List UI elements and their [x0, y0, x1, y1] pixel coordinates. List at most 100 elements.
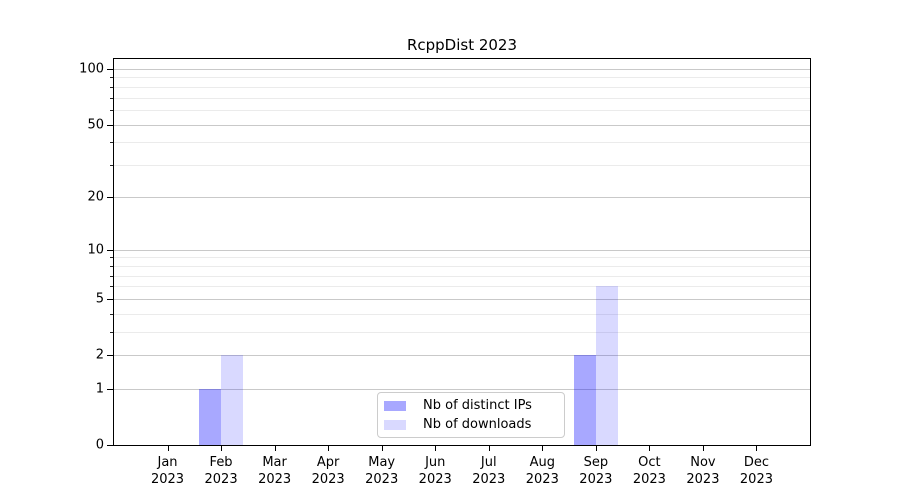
x-tick-month: Nov [690, 455, 716, 470]
chart-title: RcppDist 2023 [406, 36, 518, 54]
bar-downloads-feb [221, 355, 244, 445]
y-tick-label: 5 [95, 291, 104, 307]
x-tick-year: 2023 [686, 472, 720, 487]
x-tick-year: 2023 [258, 472, 292, 487]
x-tick-month: Jan [157, 455, 178, 470]
gridline-major [114, 249, 810, 251]
x-tick-month: May [368, 455, 396, 470]
y-tick-label: 10 [87, 242, 104, 258]
gridline-minor [114, 77, 810, 79]
x-tick-month: Jun [425, 455, 446, 470]
x-tick-month: Sep [583, 455, 609, 470]
x-tick-year: 2023 [418, 472, 452, 487]
gridline-minor [114, 275, 810, 277]
y-tick-mark [107, 388, 114, 390]
x-tick-month: Jul [480, 455, 497, 470]
gridline-minor [114, 165, 810, 167]
x-tick-month: Mar [262, 455, 287, 470]
y-tick-label: 50 [87, 117, 104, 133]
x-tick-mark [381, 446, 383, 451]
y-minor-tick-mark [110, 77, 114, 79]
gridline-major [114, 298, 810, 300]
legend: Nb of distinct IPs Nb of downloads [377, 392, 565, 438]
x-tick-label: Mar 2023 [243, 454, 307, 488]
x-tick-label: Oct 2023 [617, 454, 681, 488]
gridline-minor [114, 332, 810, 334]
y-tick-label: 100 [79, 61, 104, 77]
gridline-minor [114, 313, 810, 315]
x-tick-label: Apr 2023 [296, 454, 360, 488]
y-minor-tick-mark [110, 265, 114, 267]
y-minor-tick-mark [110, 109, 114, 111]
x-tick-year: 2023 [579, 472, 613, 487]
y-minor-tick-mark [110, 275, 114, 277]
y-minor-tick-mark [110, 332, 114, 334]
x-tick-label: May 2023 [350, 454, 414, 488]
gridline-major [114, 355, 810, 357]
legend-swatch-distinct-ips [384, 400, 406, 411]
x-tick-month: Dec [743, 455, 770, 470]
x-tick-mark [221, 446, 223, 451]
y-minor-tick-mark [110, 86, 114, 88]
x-tick-mark [167, 446, 169, 451]
x-tick-month: Oct [638, 455, 661, 470]
legend-item-distinct-ips: Nb of distinct IPs [384, 396, 564, 415]
x-tick-mark [435, 446, 437, 451]
x-tick-mark [649, 446, 651, 451]
y-minor-tick-mark [110, 165, 114, 167]
gridline-major [114, 196, 810, 198]
y-tick-mark [107, 196, 114, 198]
x-tick-label: Jun 2023 [403, 454, 467, 488]
bar-distinct-ips-feb [199, 388, 222, 445]
plot-area [114, 59, 810, 445]
gridline-minor [114, 286, 810, 288]
x-tick-year: 2023 [632, 472, 666, 487]
x-tick-mark [595, 446, 597, 451]
gridline-minor [114, 86, 810, 88]
bar-distinct-ips-sep [573, 355, 596, 445]
y-tick-mark [107, 355, 114, 357]
x-tick-label: Feb 2023 [189, 454, 253, 488]
y-tick-mark [107, 298, 114, 300]
legend-label-downloads: Nb of downloads [423, 416, 532, 432]
x-tick-month: Aug [529, 455, 555, 470]
y-minor-tick-mark [110, 257, 114, 259]
y-minor-tick-mark [110, 97, 114, 99]
x-tick-year: 2023 [739, 472, 773, 487]
y-tick-mark [107, 249, 114, 251]
gridline-major [114, 68, 810, 70]
y-minor-tick-mark [110, 142, 114, 144]
y-tick-mark [107, 68, 114, 70]
y-minor-tick-mark [110, 286, 114, 288]
gridline-minor [114, 257, 810, 259]
x-tick-year: 2023 [525, 472, 559, 487]
x-tick-mark [328, 446, 330, 451]
x-tick-year: 2023 [150, 472, 185, 487]
x-tick-label: Nov 2023 [671, 454, 735, 488]
y-tick-mark [107, 445, 114, 446]
gridline-minor [114, 109, 810, 111]
bar-downloads-sep [595, 286, 618, 445]
x-tick-month: Apr [316, 455, 340, 470]
y-tick-mark [107, 124, 114, 126]
y-tick-label: 20 [87, 189, 104, 205]
y-minor-tick-mark [110, 313, 114, 315]
gridline-major [114, 124, 810, 126]
y-tick-label: 1 [95, 381, 104, 396]
gridline-minor [114, 142, 810, 144]
x-tick-year: 2023 [311, 472, 345, 487]
x-tick-mark [702, 446, 704, 451]
x-tick-mark [488, 446, 490, 451]
x-tick-mark [274, 446, 276, 451]
x-tick-year: 2023 [472, 472, 506, 487]
x-tick-label: Jul 2023 [457, 454, 521, 488]
x-tick-label: Aug 2023 [510, 454, 574, 488]
gridline-minor [114, 97, 810, 99]
gridline-major [114, 388, 810, 390]
legend-swatch-downloads [384, 419, 406, 430]
x-tick-label: Sep 2023 [564, 454, 628, 488]
x-tick-mark [542, 446, 544, 451]
gridline-minor [114, 265, 810, 267]
x-tick-month: Feb [209, 455, 233, 470]
